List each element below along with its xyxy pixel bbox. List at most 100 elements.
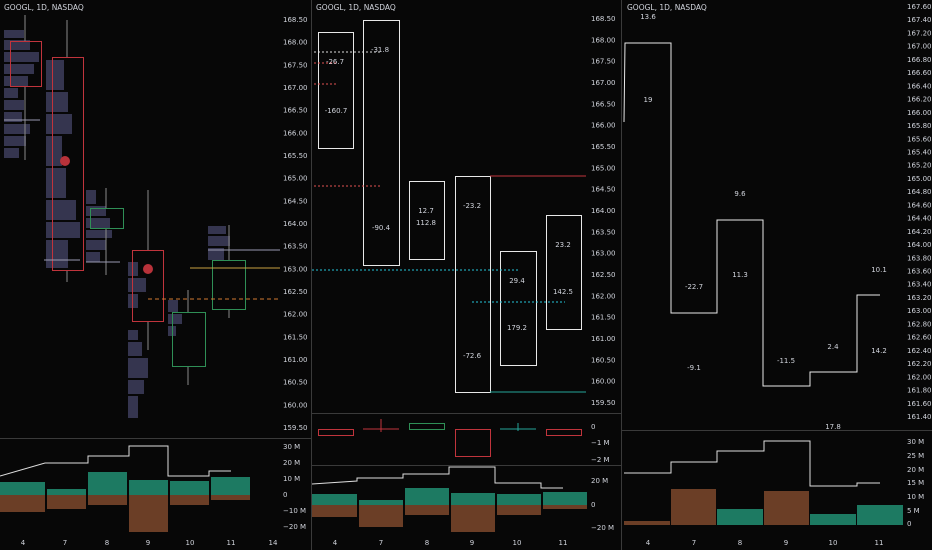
price-axis-label: 163.50 [283,243,308,251]
price-axis-label: 161.50 [591,314,616,322]
annotation: -90.4 [372,224,391,232]
annotation: 12.7 [418,207,434,215]
levels [4,119,280,263]
annotation: -23.2 [463,202,481,210]
volume-axis-label: 10 M [907,493,924,501]
price-axis-label: 165.20 [907,162,932,170]
price-axis-label: 163.60 [907,268,932,276]
x-axis-label: 11 [227,539,236,547]
x-axis-label: 9 [146,539,150,547]
x-axis-label: 14 [269,539,278,547]
price-axis-label: 165.40 [907,148,932,156]
volume-axis-label: 15 M [907,479,924,487]
annotation: -22.7 [685,283,703,291]
price-axis-label: 161.00 [591,335,616,343]
candles [10,41,246,367]
price-axis-label: 168.50 [283,16,308,24]
panel-title: GOOGL, 1D, NASDAQ [627,3,707,12]
price-axis-label: 163.80 [907,254,932,262]
price-axis-label: 167.40 [907,16,932,24]
price-axis-label: 165.00 [283,175,308,183]
volume-axis-label: 30 M [907,438,924,446]
price-axis-label: 164.80 [907,188,932,196]
footprint-boxes [318,20,582,393]
volume-bars-down [0,495,250,532]
price-axis-label: 163.00 [907,307,932,315]
annotation: 9.6 [734,190,746,198]
delta-axis-label: −2 M [591,456,610,464]
x-axis-label: 4 [21,539,26,547]
price-axis-label: 162.40 [907,347,932,355]
price-axis-label: 164.00 [283,220,308,228]
annotation: -160.7 [325,107,348,115]
annotation: 29.4 [509,277,525,285]
x-axis-label: 4 [333,539,338,547]
annotation: 14.2 [871,347,887,355]
price-axis-label: 166.50 [591,100,616,108]
x-axis-label: 7 [63,539,67,547]
price-axis-label: 166.80 [907,56,932,64]
x-axis-label: 10 [829,539,838,547]
x-axis-label: 7 [692,539,696,547]
price-axis-label: 163.20 [907,294,932,302]
price-axis-label: 163.00 [591,250,616,258]
panel-1-price [4,15,280,418]
price-axis-label: 164.00 [907,241,932,249]
annotation: -9.1 [687,364,701,372]
price-axis-label: 162.00 [907,373,932,381]
panel-title: GOOGL, 1D, NASDAQ [4,3,84,12]
wicks [24,15,230,385]
price-axis-label: 168.00 [591,36,616,44]
volume-bars-up [0,472,250,495]
panel-2-volume [311,466,587,532]
panel-title: GOOGL, 1D, NASDAQ [316,3,396,12]
price-axis-label: 164.20 [907,228,932,236]
price-axis-label: 160.00 [591,378,616,386]
price-axis-label: 166.00 [283,129,308,137]
price-axis-label: 167.00 [907,43,932,51]
labels: GOOGL, 1D, NASDAQ 168.50 168.00 167.50 167.0… [4,3,932,547]
x-axis-label: 10 [186,539,195,547]
price-axis-label: 166.40 [907,82,932,90]
price-axis-label: 162.20 [907,360,932,368]
x-axis-label: 11 [559,539,568,547]
price-axis-label: 160.00 [283,401,308,409]
price-axis-label: 161.60 [907,400,932,408]
price-axis-label: 160.50 [591,356,616,364]
price-axis-label: 162.00 [591,292,616,300]
price-axis-label: 165.00 [591,164,616,172]
x-axis-label: 10 [513,539,522,547]
volume-line [0,445,231,477]
annotation: 2.4 [827,343,839,351]
volume-axis-label: 0 [907,520,911,528]
x-axis-label: 8 [105,539,109,547]
annotation: 11.3 [732,271,748,279]
price-axis-label: 166.60 [907,69,932,77]
volume-axis-label: −20 M [591,524,614,532]
marker [60,156,70,166]
annotation: -11.5 [777,357,795,365]
price-axis-label: 166.50 [283,107,308,115]
price-axis-label: 165.50 [283,152,308,160]
x-axis-label: 4 [646,539,651,547]
price-axis-label: 162.50 [283,288,308,296]
price-axis-label: 165.50 [591,143,616,151]
price-axis-label: 163.40 [907,281,932,289]
price-axis-label: 159.50 [283,424,308,432]
annotation: 112.8 [416,219,436,227]
price-axis-label: 167.60 [907,3,932,11]
step-line [623,42,880,387]
price-axis-label: 167.50 [591,58,616,66]
volume-axis-label: 30 M [283,443,300,451]
volume-axis-label: 5 M [907,507,920,515]
price-axis-label: 164.50 [283,197,308,205]
price-axis-label: 168.00 [283,39,308,47]
price-axis-label: 162.00 [283,311,308,319]
annotation: 19 [644,96,653,104]
panel-1-volume [0,445,250,532]
price-axis-label: 162.50 [591,271,616,279]
x-axis-label: 8 [738,539,742,547]
volume-axis-label: 10 M [283,475,300,483]
